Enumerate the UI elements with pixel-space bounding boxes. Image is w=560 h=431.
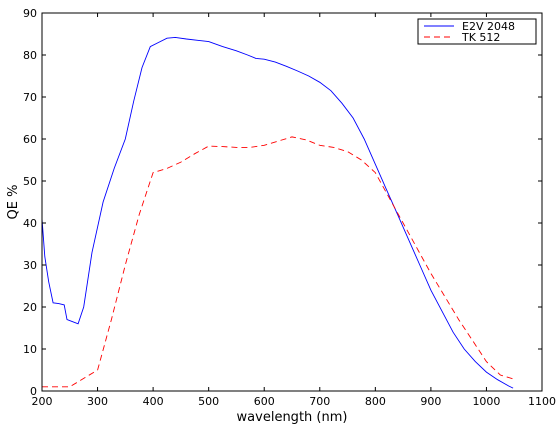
x-tick-label: 600 <box>254 395 275 408</box>
x-tick-label: 500 <box>198 395 219 408</box>
plot-series <box>41 36 515 389</box>
legend-label-tk-512: TK 512 <box>461 31 500 44</box>
legend: E2V 2048 TK 512 <box>417 18 537 45</box>
x-tick-label: 800 <box>365 395 386 408</box>
y-tick-label: 80 <box>23 49 37 62</box>
x-tick-label: 900 <box>420 395 441 408</box>
series-line-tk-512 <box>42 136 515 388</box>
x-tick-label: 300 <box>87 395 108 408</box>
y-tick-label: 40 <box>23 217 37 230</box>
x-tick-label: 200 <box>32 395 53 408</box>
y-axis-title: QE % <box>6 185 21 220</box>
y-tick-label: 30 <box>23 259 37 272</box>
y-tick-label: 0 <box>30 385 37 398</box>
y-tick-label: 50 <box>23 175 37 188</box>
y-tick-label: 70 <box>23 91 37 104</box>
legend-label-e2v-2048: E2V 2048 <box>462 20 515 33</box>
axis-tick-labels: 200 300 400 500 600 700 800 900 1000 1100 0 10 20 30 4… <box>23 7 556 408</box>
x-tick-label: 700 <box>309 395 330 408</box>
x-axis-title: wavelength (nm) <box>237 410 348 425</box>
legend-box <box>417 18 537 45</box>
x-tick-label: 1100 <box>528 395 556 408</box>
series-line-e2v-2048 <box>41 36 514 389</box>
x-tick-label: 1000 <box>472 395 500 408</box>
plot-frame <box>41 12 543 392</box>
y-tick-label: 10 <box>23 343 37 356</box>
axis-ticks <box>41 12 543 392</box>
y-tick-label: 20 <box>23 301 37 314</box>
y-tick-label: 60 <box>23 133 37 146</box>
x-tick-label: 400 <box>143 395 164 408</box>
y-tick-label: 90 <box>23 7 37 20</box>
